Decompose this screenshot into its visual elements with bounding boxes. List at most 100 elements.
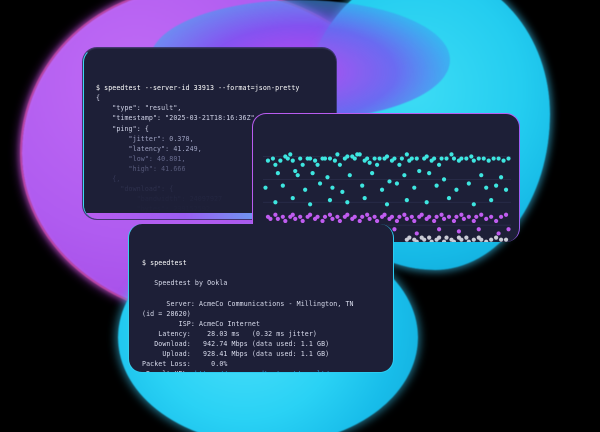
chart-point [466, 214, 471, 220]
chart-point [506, 156, 511, 161]
chart-point [471, 158, 476, 163]
chart-point [285, 156, 290, 161]
chart-point [436, 162, 442, 168]
chart-point [441, 177, 447, 182]
chart-point [436, 235, 442, 240]
chart-point [427, 171, 432, 176]
chart-point [414, 239, 419, 242]
chart-point [419, 212, 424, 218]
json-line: "jitter": 0.370, [96, 134, 194, 143]
chart-point [367, 160, 372, 166]
chart-point [300, 219, 305, 224]
result-line: (id = 28620) [142, 309, 191, 318]
chart-point [394, 219, 400, 224]
chart-point [382, 212, 387, 218]
chart-point [308, 156, 313, 161]
chart-point [325, 175, 330, 180]
speed-scatter-chart [263, 152, 511, 242]
result-line [142, 288, 393, 298]
chart-point [367, 216, 372, 222]
chart-point [384, 154, 390, 159]
chart-point [489, 198, 494, 203]
json-line: "timestamp": "2025-03-21T18:16:36Z", [96, 114, 259, 123]
chart-point [360, 183, 365, 188]
chart-point [471, 219, 476, 224]
chart-point [466, 181, 471, 186]
chart-point [372, 156, 377, 161]
chart-point [494, 219, 499, 224]
chart-point [441, 216, 447, 222]
chart-point [459, 237, 464, 242]
chart-point [466, 239, 471, 242]
chart-point [456, 229, 462, 234]
chart-point [451, 239, 457, 242]
chart-point [315, 214, 320, 220]
chart-point [399, 156, 404, 161]
result-line: Speedtest by Ookla [142, 279, 228, 288]
json-line: "type": "result", [96, 104, 182, 113]
chart-series-download [263, 152, 511, 207]
chart-point [498, 175, 504, 180]
chart-point [476, 227, 481, 232]
chart-point [441, 239, 447, 242]
result-url-link[interactable]: https://www.speedtest.net/result/ [195, 370, 329, 372]
chart-point [320, 219, 325, 224]
chart-point [432, 219, 437, 224]
result-url-label: Result URL: [142, 370, 195, 372]
chart-point [322, 214, 328, 220]
chart-point [379, 187, 385, 193]
chart-point [384, 202, 390, 207]
chart-point [434, 214, 439, 220]
chart-point [397, 162, 402, 168]
json-line: "ping": { [96, 124, 149, 133]
chart-point [374, 162, 380, 168]
chart-point [424, 200, 429, 205]
chart-point [436, 227, 442, 232]
result-line: $ speedtest [142, 259, 187, 268]
chart-point [439, 156, 444, 161]
chart-point [357, 152, 362, 157]
chart-point [474, 214, 479, 220]
chart-point [407, 235, 412, 240]
result-line: Upload: 928.41 Mbps (data used: 1.1 GB) [142, 350, 330, 359]
chart-point [293, 216, 298, 222]
chart-point [308, 212, 313, 218]
chart-point [479, 212, 484, 218]
chart-point [362, 196, 367, 201]
chart-point [370, 171, 375, 176]
chart-point [451, 156, 457, 161]
chart-point [498, 237, 504, 242]
chart-point [273, 162, 278, 168]
chart-point [454, 214, 459, 220]
chart-point [491, 156, 496, 161]
chart-point [335, 214, 340, 220]
terminal-window-dot-chart[interactable] [252, 113, 520, 242]
terminal-window-speedtest-result[interactable]: $ speedtest Speedtest by Ookla Server: A… [128, 224, 394, 373]
chart-point [280, 214, 285, 220]
chart-point [310, 171, 315, 176]
chart-point [469, 154, 474, 159]
chart-point [484, 185, 489, 190]
chart-point [268, 216, 273, 222]
chart-point [424, 154, 429, 159]
chart-point [280, 183, 285, 188]
chart-point [347, 173, 352, 178]
chart-point [365, 212, 370, 218]
result-url-row: Result URL: https://www.speedtest.net/re… [142, 369, 393, 372]
chart-point [290, 212, 295, 218]
chart-point [340, 189, 345, 195]
chart-point [494, 183, 499, 188]
chart-point [345, 212, 350, 218]
chart-point [394, 181, 400, 186]
chart-point [332, 158, 338, 163]
chart-point [374, 219, 380, 224]
chart-point [337, 219, 342, 224]
chart-point [498, 214, 504, 220]
chart-point [389, 214, 395, 220]
chart-point [327, 212, 333, 218]
chart-point [360, 214, 365, 220]
chart-point [365, 156, 370, 161]
chart-point [387, 179, 392, 184]
chart-point [417, 169, 422, 174]
result-line: Packet Loss: 0.0% [142, 360, 228, 369]
